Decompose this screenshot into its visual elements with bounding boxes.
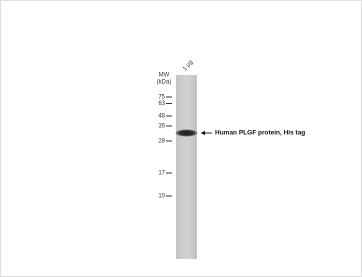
protein-band [176, 129, 198, 136]
blot-figure: 1 µg MW (kDa) 75634835281710 Human PLGF … [0, 0, 362, 277]
marker-label: 28 [158, 139, 165, 145]
marker-label: 10 [158, 194, 165, 200]
gel-lane [176, 75, 197, 259]
marker-label: 17 [158, 171, 165, 177]
page: {"lane_label": "1 µg", "mw_label": "MW",… [0, 0, 362, 277]
band-label: Human PLGF protein, His tag [215, 130, 305, 137]
marker-label: 75 [158, 95, 165, 101]
marker-label: 63 [158, 101, 165, 107]
mw-label: MW [159, 73, 170, 79]
mw-unit: (kDa) [157, 80, 172, 86]
marker-label: 48 [158, 114, 165, 120]
marker-label: 35 [158, 124, 165, 130]
